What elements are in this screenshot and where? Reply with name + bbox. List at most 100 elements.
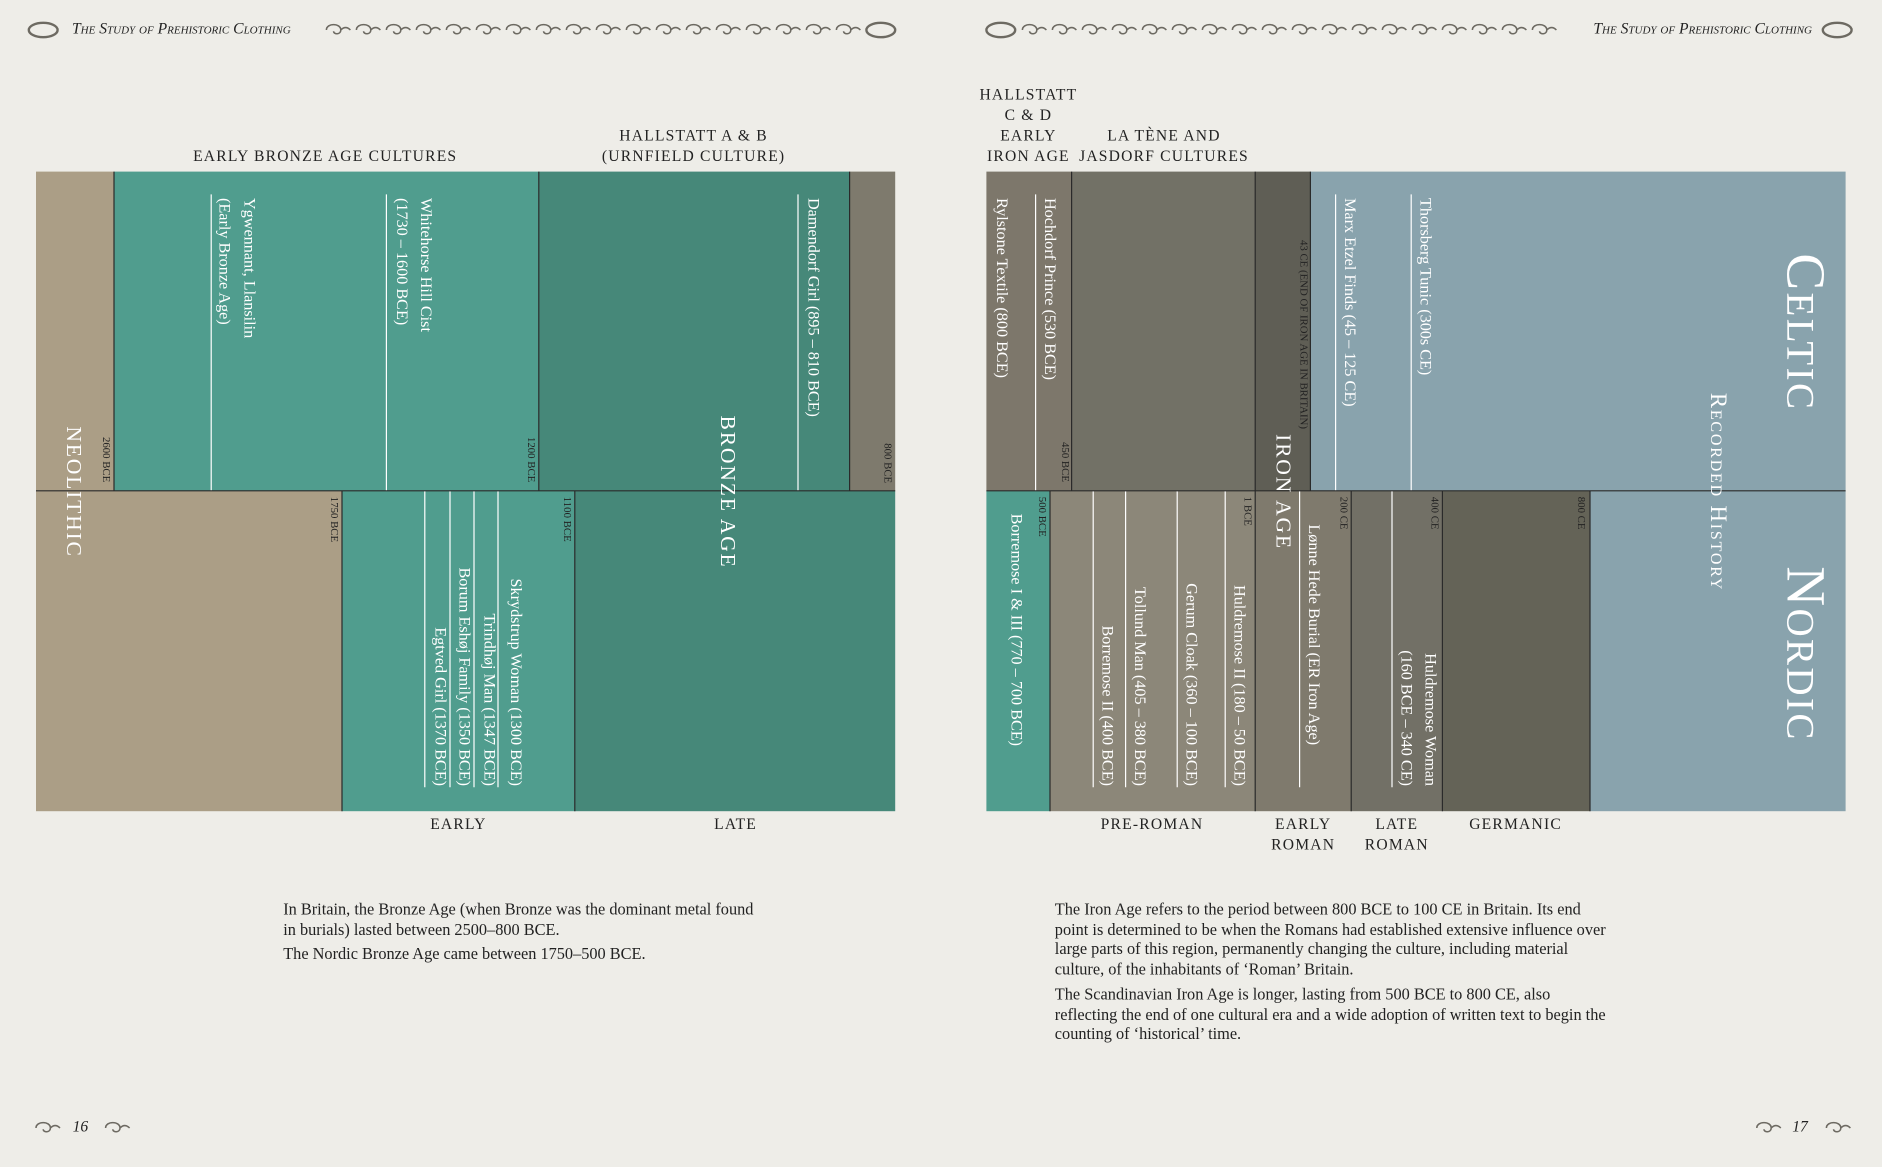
ornament <box>505 23 531 35</box>
label: 500 BCE <box>1036 497 1048 537</box>
label: Trindhøj Man (1347 BCE) <box>481 613 499 786</box>
ornament <box>1081 23 1107 35</box>
label: 2600 BCE <box>100 437 112 483</box>
ornament <box>35 1121 61 1133</box>
ornament <box>625 23 651 35</box>
ornament <box>865 21 897 39</box>
ornament <box>715 23 741 35</box>
ornament <box>745 23 771 35</box>
ornament <box>1471 23 1497 35</box>
ornament <box>565 23 591 35</box>
label: Thorsberg Tunic (300s CE) <box>1417 198 1435 375</box>
ornament <box>685 23 711 35</box>
label: GERMANIC <box>1469 816 1562 833</box>
label: Damendorf Girl (895 – 810 BCE) <box>805 198 823 417</box>
period-block <box>342 490 575 812</box>
label: 200 CE <box>1337 497 1349 530</box>
label: Lønne Hede Burial (ER Iron Age) <box>1305 524 1323 745</box>
label: Hochdorf Prince (530 BCE) <box>1041 198 1059 380</box>
running-head: The Study of Prehistoric Clothing <box>72 21 291 38</box>
ornament <box>104 1121 131 1133</box>
label: Recorded History <box>1706 393 1731 591</box>
paragraph: The Nordic Bronze Age came between 1750–… <box>283 944 646 963</box>
ornament <box>445 23 471 35</box>
label: 800 CE <box>1575 497 1587 530</box>
label: (Early Bronze Age) <box>215 198 233 325</box>
label: HALLSTATT <box>979 87 1077 104</box>
label: (1730 – 1600 BCE) <box>393 198 411 325</box>
ornament <box>1321 23 1347 35</box>
period-block <box>1050 490 1256 812</box>
period-block <box>986 490 1050 812</box>
ornament <box>1261 23 1287 35</box>
label: Borremose I & III (770 – 700 BCE) <box>1007 514 1025 746</box>
ornament <box>1501 23 1527 35</box>
label: Tollund Man (405 – 380 BCE) <box>1131 587 1149 786</box>
label: Ygwennant, Llansilin <box>241 198 259 338</box>
label: 1750 BCE <box>328 497 340 543</box>
label: EARLY <box>430 816 486 833</box>
ornament <box>1201 23 1227 35</box>
label: LA TÈNE AND <box>1107 127 1220 144</box>
ornament <box>1441 23 1467 35</box>
ornament <box>535 23 561 35</box>
label: Gerum Cloak (360 – 100 BCE) <box>1183 583 1201 786</box>
label: LATE <box>714 816 757 833</box>
label: Rylstone Textile (800 BCE) <box>993 198 1011 378</box>
period-block <box>36 171 115 491</box>
page-number: 16 <box>73 1119 89 1136</box>
label: (URNFIELD CULTURE) <box>602 148 785 165</box>
label: JASDORF CULTURES <box>1079 148 1249 165</box>
period-block <box>1255 171 1311 491</box>
label: ROMAN <box>1271 837 1335 854</box>
ornament <box>655 23 681 35</box>
label: Whitehorse Hill Cist <box>417 198 435 332</box>
label: Borum Eshøj Family (1350 BCE) <box>455 567 473 786</box>
ornament <box>1231 23 1257 35</box>
label: Celtic <box>1775 253 1836 411</box>
ornament <box>1141 23 1167 35</box>
period-block <box>1071 171 1256 491</box>
ornament <box>1411 23 1437 35</box>
page-number: 17 <box>1792 1119 1809 1136</box>
label: ROMAN <box>1365 837 1429 854</box>
paragraph: The Iron Age refers to the period betwee… <box>1054 900 1606 978</box>
label: IRON AGE <box>987 148 1070 165</box>
paragraph: The Scandinavian Iron Age is longer, las… <box>1054 985 1606 1044</box>
label: Nordic <box>1775 566 1836 742</box>
ornament <box>1821 21 1853 39</box>
ornament <box>1291 23 1317 35</box>
label: C & D <box>1005 107 1053 124</box>
ornament <box>1021 23 1047 35</box>
label: PRE-ROMAN <box>1101 816 1204 833</box>
period-block <box>986 171 1072 491</box>
ornament <box>1111 23 1137 35</box>
label: EARLY <box>1000 127 1056 144</box>
period-block <box>1255 490 1352 812</box>
period-block <box>849 171 896 491</box>
ornament <box>1381 23 1407 35</box>
period-block <box>574 490 896 812</box>
label: Marx Etzel Finds (45 – 125 CE) <box>1341 198 1359 407</box>
period-block <box>538 171 850 491</box>
paragraph: In Britain, the Bronze Age (when Bronze … <box>283 900 754 938</box>
label: (160 BCE – 340 CE) <box>1397 650 1415 786</box>
label: HALLSTATT A & B <box>619 127 768 144</box>
ornament <box>1756 1121 1782 1133</box>
label: 43 CE (END OF IRON AGE IN BRITAIN) <box>1298 240 1310 429</box>
label: NEOLITHIC <box>62 426 86 557</box>
period-block <box>1310 171 1846 491</box>
label: Huldremose II (180 – 50 BCE) <box>1231 585 1249 786</box>
label: 800 BCE <box>881 443 893 483</box>
ornament <box>385 23 411 35</box>
ornament <box>325 23 351 35</box>
label: EARLY <box>1275 816 1331 833</box>
ornament <box>355 23 381 35</box>
ornament <box>1531 23 1557 35</box>
ornament <box>1171 23 1197 35</box>
label: BRONZE AGE <box>716 416 740 569</box>
ornament <box>805 23 831 35</box>
period-block <box>1590 490 1846 812</box>
ornament <box>27 21 59 39</box>
